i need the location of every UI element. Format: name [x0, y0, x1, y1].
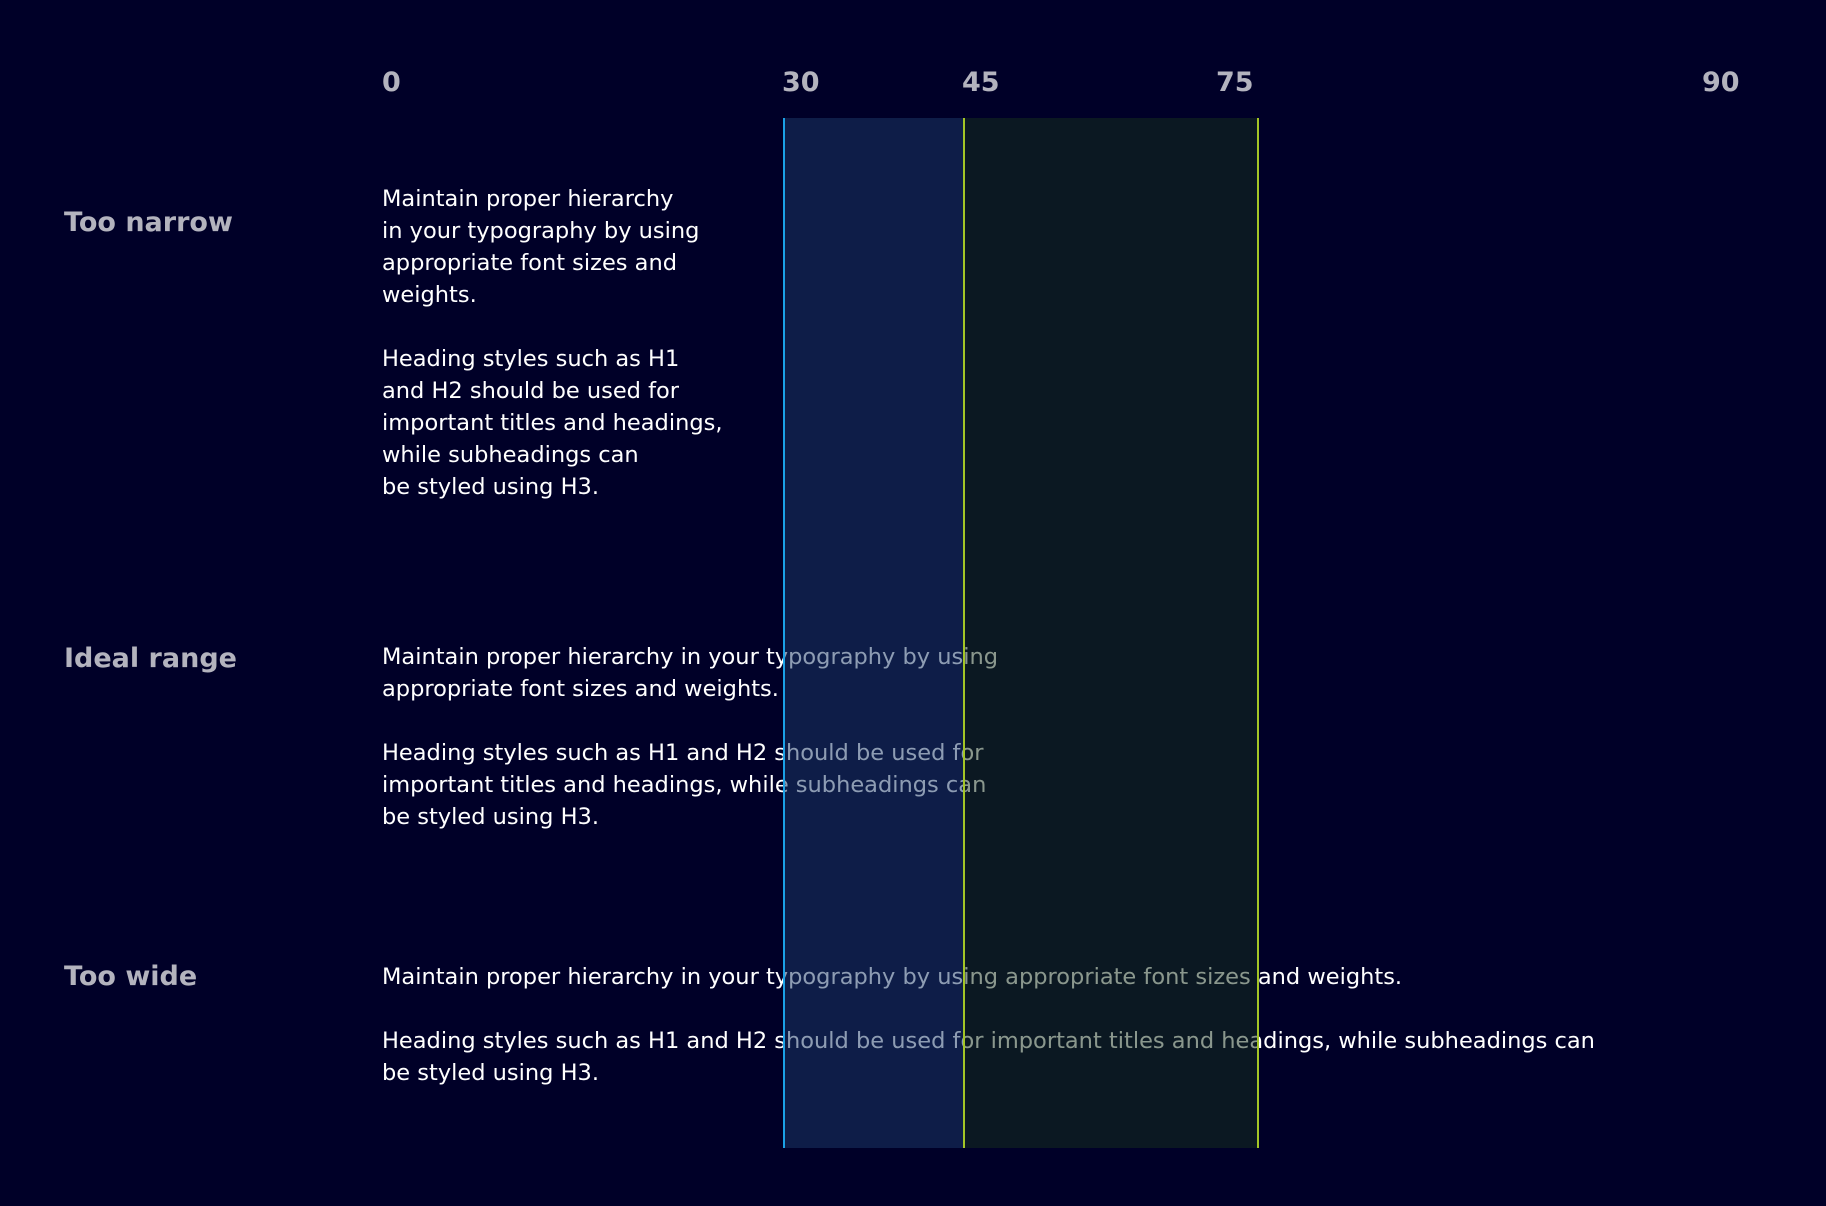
- tick-0: 0: [382, 67, 401, 98]
- band-30-45: [783, 118, 963, 1148]
- text-line: be styled using H3.: [382, 804, 599, 830]
- band-45-75-ideal: [963, 118, 1259, 1148]
- row-label: Too narrow: [64, 207, 233, 238]
- row-label: Too wide: [64, 961, 198, 992]
- text-line: in your typography by using: [382, 218, 700, 244]
- tick-90: 90: [1702, 67, 1740, 98]
- text-line: be styled using H3.: [382, 1060, 599, 1086]
- text-line: be styled using H3.: [382, 474, 599, 500]
- text-line: Maintain proper hierarchy: [382, 186, 674, 212]
- text-line: important titles and headings,: [382, 410, 723, 436]
- text-line: appropriate font sizes and weights.: [382, 676, 779, 702]
- tick-75: 75: [1216, 67, 1254, 98]
- tick-30: 30: [782, 67, 820, 98]
- row-label: Ideal range: [64, 643, 237, 674]
- text-line: while subheadings can: [382, 442, 639, 468]
- text-line: and H2 should be used for: [382, 378, 680, 404]
- sample-text: Maintain proper hierarchy in your typogr…: [382, 183, 723, 503]
- text-line: Heading styles such as H1: [382, 346, 680, 372]
- tick-45: 45: [962, 67, 1000, 98]
- text-line: weights.: [382, 282, 477, 308]
- text-line: appropriate font sizes and: [382, 250, 678, 276]
